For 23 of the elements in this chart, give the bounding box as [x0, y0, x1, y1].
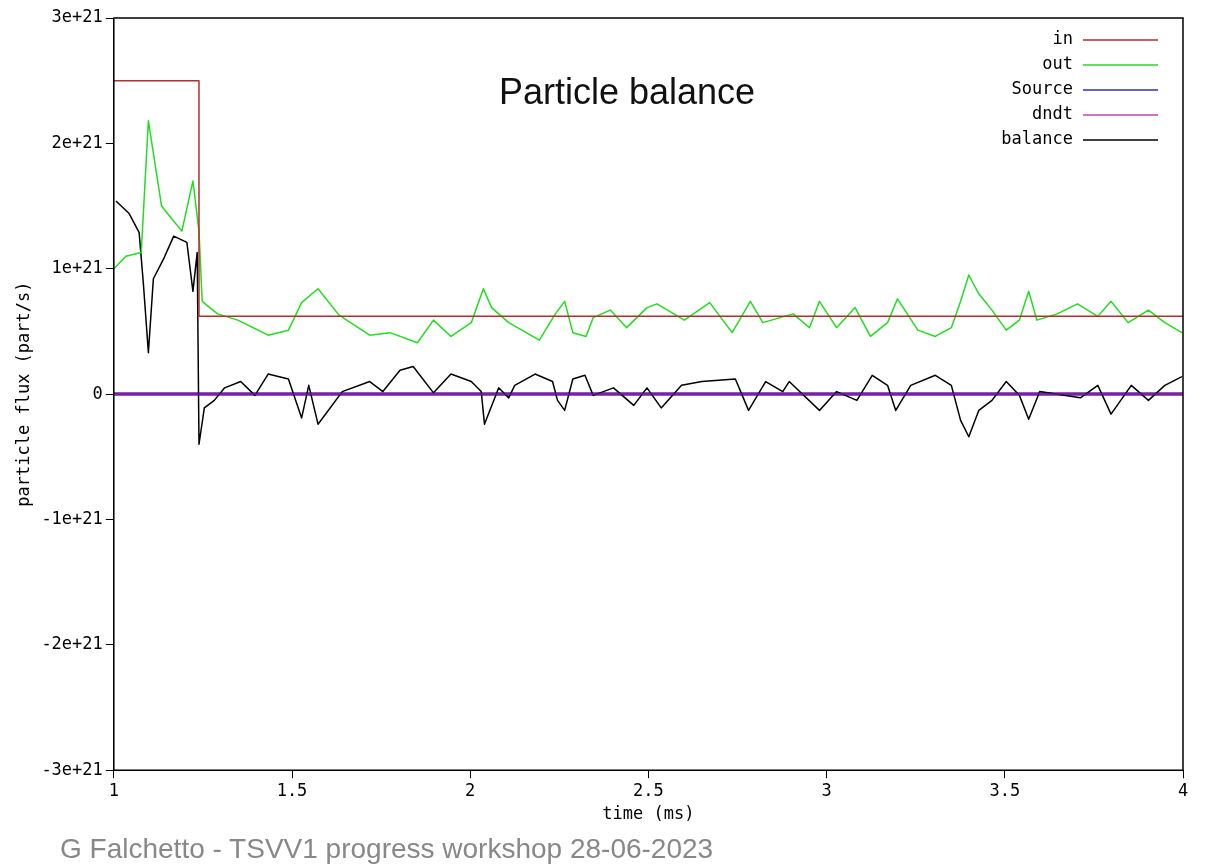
- x-axis-title: time (ms): [602, 803, 695, 824]
- legend-label: out: [1042, 53, 1073, 74]
- legend-label: dndt: [1032, 103, 1073, 124]
- text: Particle balance: [498, 70, 756, 112]
- y-tick-label: -1e+21: [41, 507, 103, 528]
- x-tick-label: 3: [821, 779, 832, 800]
- y-tick-label: 2e+21: [51, 131, 103, 152]
- x-tick-label: 1.5: [276, 779, 308, 800]
- x-tick-label: 2: [465, 779, 476, 800]
- text: G Falchetto - TSVV1 progress workshop 28-06-2023: [60, 833, 714, 864]
- x-tick-label: 2.5: [633, 779, 664, 800]
- x-tick-label: 3.5: [989, 779, 1021, 800]
- y-axis-title: particle flux (part/s): [12, 281, 33, 507]
- legend-label: Source: [1011, 78, 1073, 99]
- y-tick-label: 0: [92, 382, 103, 403]
- y-tick-label: -2e+21: [41, 633, 103, 654]
- y-tick-label: 3e+21: [51, 6, 103, 27]
- x-tick-label: 4: [1177, 779, 1189, 800]
- legend-label: balance: [1001, 128, 1073, 149]
- x-tick-label: 1: [108, 779, 119, 800]
- y-tick-label: -3e+21: [41, 758, 103, 779]
- legend-label: in: [1052, 28, 1073, 49]
- y-tick-label: 1e+21: [51, 257, 103, 278]
